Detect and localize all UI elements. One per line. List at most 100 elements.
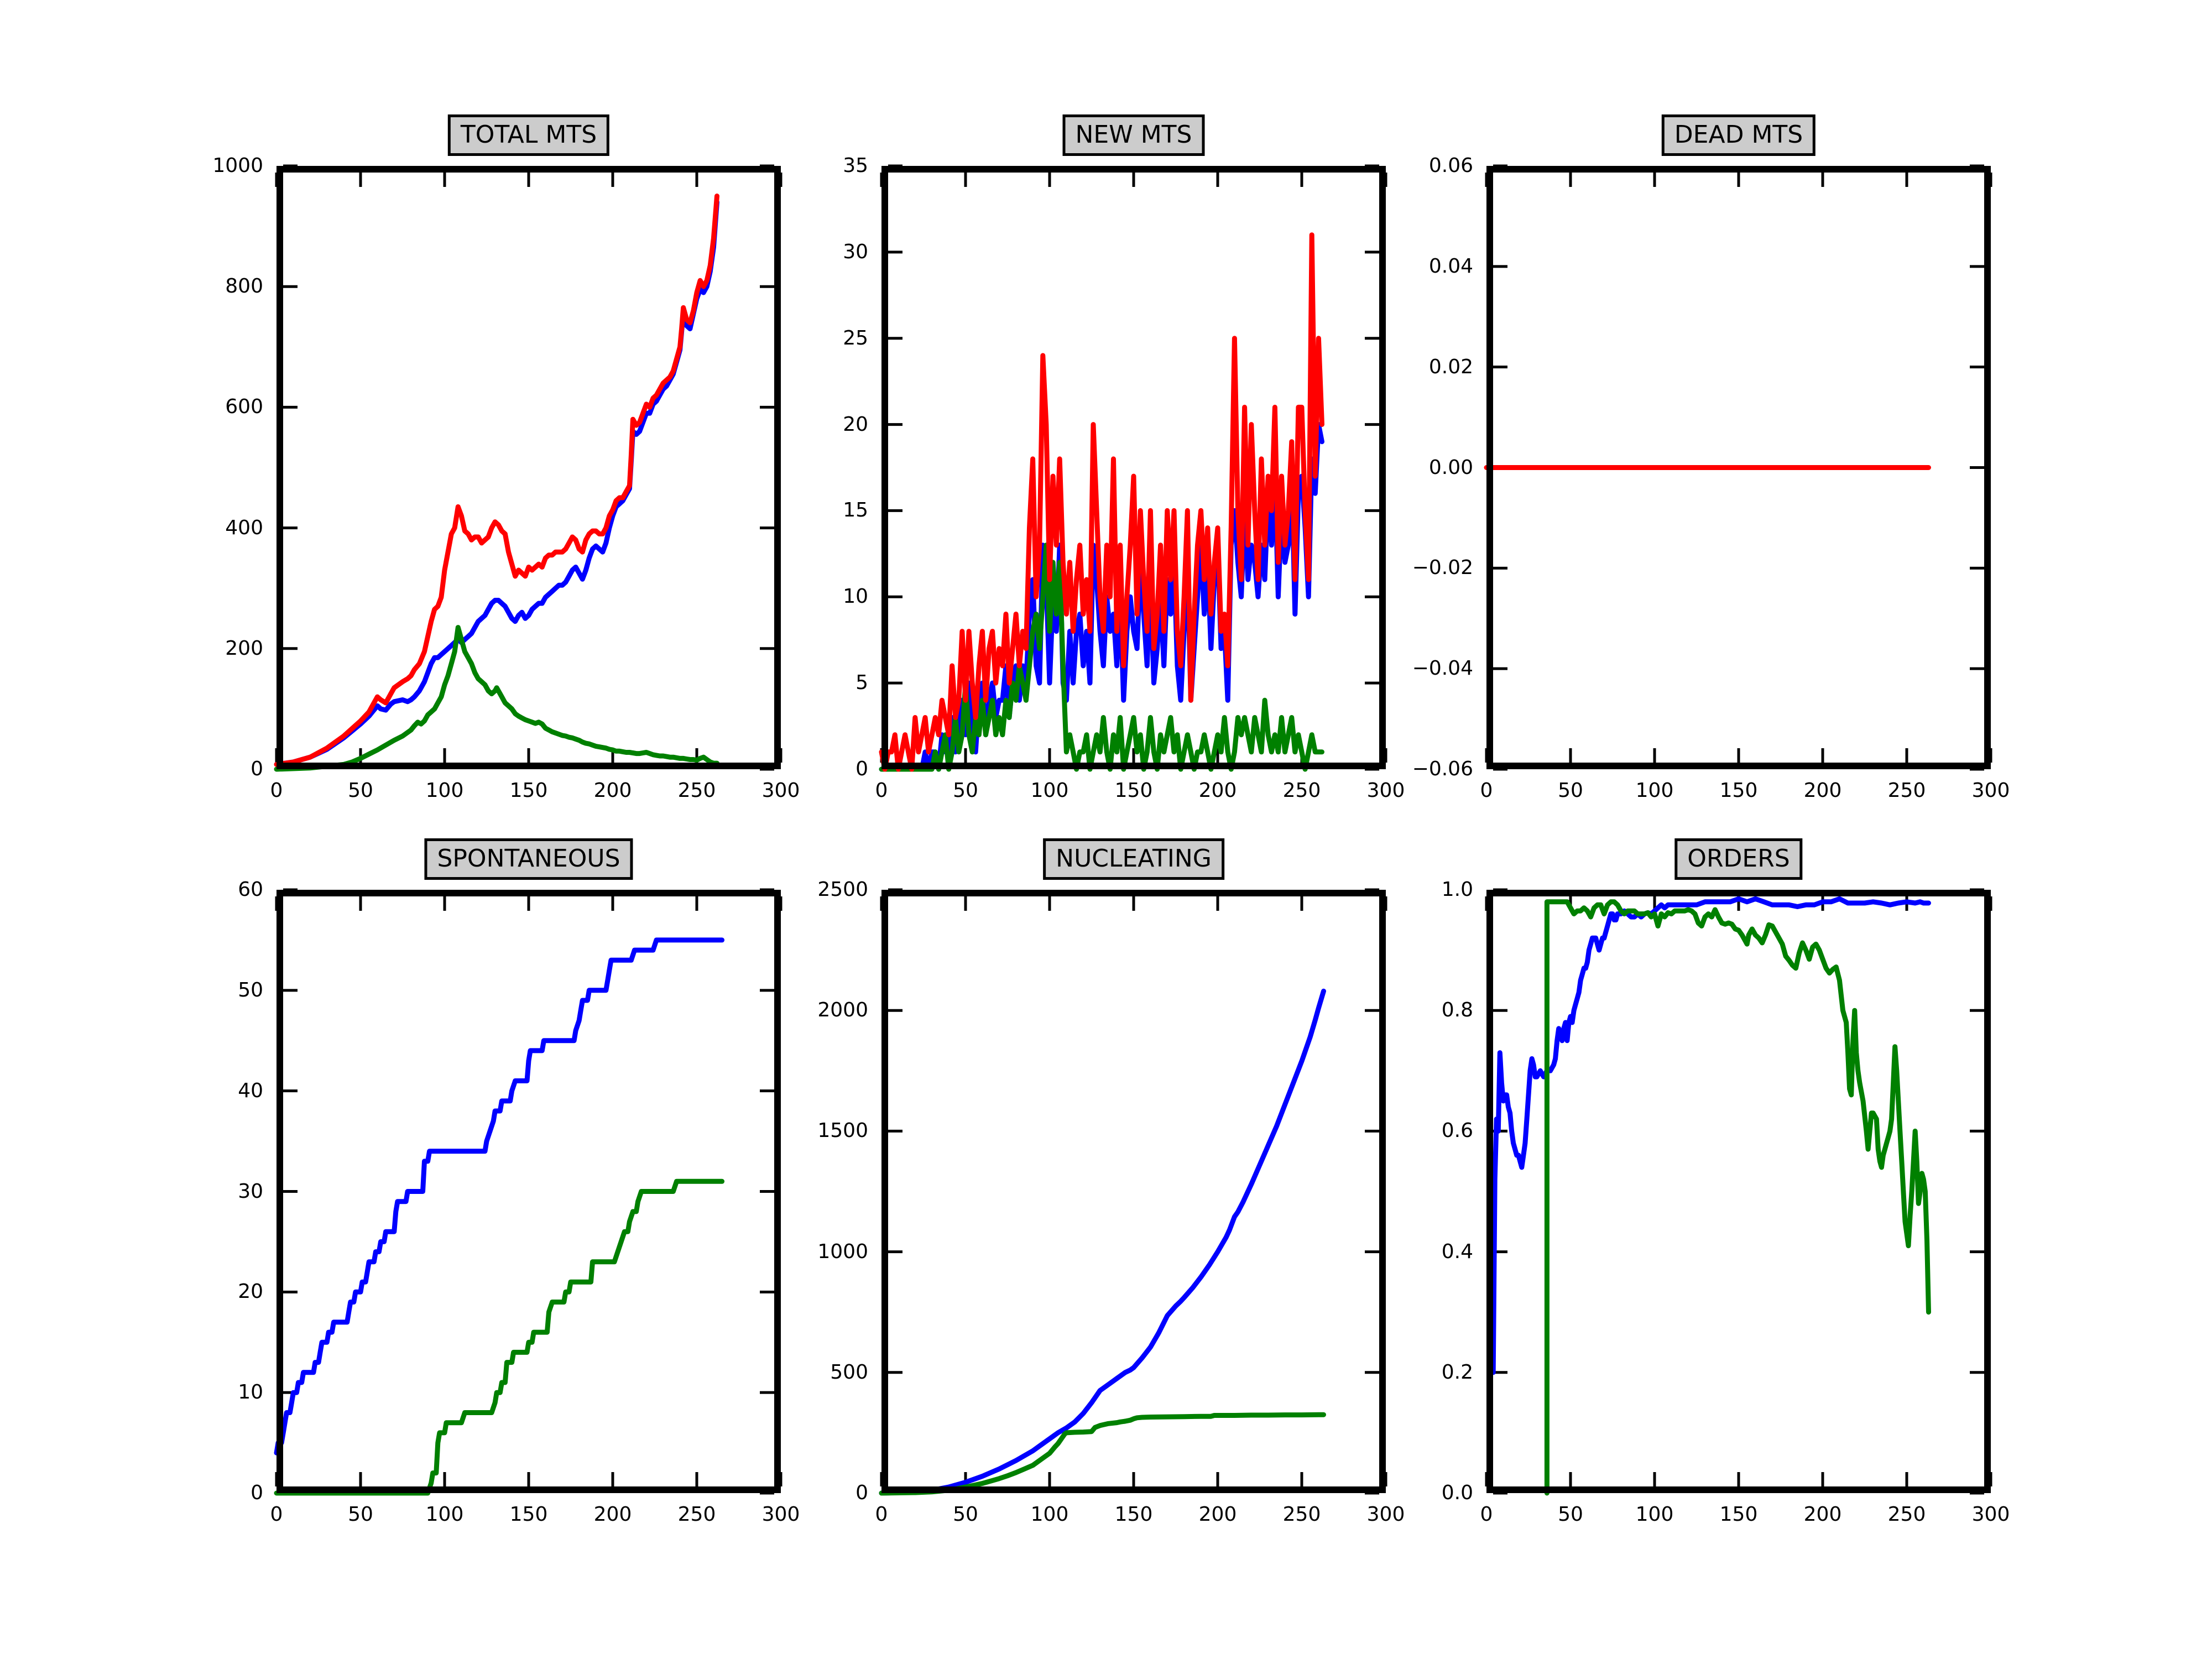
x-tick-label: 100	[1030, 779, 1069, 802]
x-tick-label: 0	[270, 1503, 283, 1526]
y-tick-label: 0.00	[1428, 456, 1473, 479]
x-tick-label: 300	[1366, 779, 1405, 802]
x-tick-label: 300	[761, 1503, 800, 1526]
y-tick-label: 2500	[817, 878, 868, 901]
x-tick-label: 100	[1030, 1503, 1069, 1526]
y-tick-label: −0.06	[1412, 758, 1473, 780]
y-tick-label: 50	[238, 978, 263, 1001]
y-tick-label: 0.0	[1441, 1481, 1473, 1504]
x-tick-label: 0	[1480, 1503, 1493, 1526]
x-tick-label: 200	[1803, 779, 1842, 802]
y-tick-label: 0.4	[1441, 1240, 1473, 1263]
series-line-red	[274, 194, 719, 767]
y-tick-label: 5	[855, 671, 868, 695]
y-tick-label: 0.8	[1441, 999, 1473, 1022]
y-tick-label: 400	[225, 516, 263, 539]
series-line-blue	[274, 200, 719, 767]
x-tick-label: 150	[1114, 779, 1153, 802]
y-tick-label: 35	[843, 154, 868, 177]
y-tick-label: 40	[238, 1079, 263, 1102]
x-tick-label: 50	[953, 779, 978, 802]
x-tick-label: 50	[1558, 1503, 1583, 1526]
x-tick-label: 50	[1558, 779, 1583, 802]
series-line-green	[879, 542, 1324, 772]
series-line-green	[1544, 899, 1931, 1496]
x-tick-label: 150	[1114, 1503, 1153, 1526]
x-tick-label: 250	[1282, 779, 1321, 802]
y-tick-label: 0	[855, 1481, 868, 1504]
x-tick-label: 200	[1803, 1503, 1842, 1526]
x-tick-label: 50	[348, 779, 373, 802]
y-tick-label: 0.2	[1441, 1360, 1473, 1384]
y-tick-label: 500	[830, 1360, 868, 1384]
x-tick-label: 200	[593, 1503, 632, 1526]
x-tick-label: 150	[1719, 1503, 1758, 1526]
x-tick-label: 150	[509, 779, 548, 802]
series-line-green	[879, 1412, 1326, 1496]
y-tick-label: 15	[843, 499, 868, 522]
chart-orders: ORDERS 0 50 100 150 200 250 300 0.0 0.2 0.4 0.6 0.8…	[1442, 838, 2010, 1525]
y-tick-label: 0.04	[1428, 254, 1473, 278]
y-tick-label: 0.06	[1428, 154, 1473, 177]
y-tick-label: 0	[251, 1481, 263, 1504]
axes-frame	[881, 166, 1386, 769]
plot-area	[1484, 164, 1992, 771]
chart-title: SPONTANEOUS	[424, 838, 633, 880]
x-tick-label: 100	[425, 1503, 464, 1526]
y-tick-label: −0.04	[1412, 657, 1473, 680]
x-tick-label: 150	[509, 1503, 548, 1526]
plot-area	[274, 888, 782, 1496]
chart-title: NEW MTS	[1062, 114, 1205, 156]
chart-title: DEAD MTS	[1661, 114, 1816, 156]
y-tick-label: 20	[238, 1280, 263, 1303]
y-tick-label: 0	[251, 758, 263, 780]
x-tick-label: 250	[1887, 1503, 1926, 1526]
y-tick-label: 30	[843, 240, 868, 263]
y-tick-label: 1000	[817, 1240, 868, 1263]
x-tick-label: 300	[1971, 779, 2010, 802]
plot-area	[274, 164, 782, 772]
series-line-red	[879, 232, 1324, 772]
x-tick-label: 50	[953, 1503, 978, 1526]
y-tick-label: 10	[843, 585, 868, 608]
x-tick-label: 0	[1480, 779, 1493, 802]
x-tick-label: 100	[1635, 1503, 1674, 1526]
chart-title: ORDERS	[1674, 838, 1803, 880]
series-line-blue	[879, 988, 1326, 1496]
y-tick-label: −0.02	[1412, 556, 1473, 580]
chart-dead-mts: DEAD MTS 0 50 100 150 200 250 300 −0.06 −0.04 −0.…	[1412, 114, 2010, 801]
x-tick-label: 200	[1198, 779, 1237, 802]
y-tick-label: 800	[225, 275, 263, 298]
x-tick-label: 200	[593, 779, 632, 802]
y-tick-label: 0	[855, 758, 868, 780]
y-tick-label: 25	[843, 326, 868, 349]
chart-title: NUCLEATING	[1043, 838, 1224, 880]
y-tick-label: 10	[238, 1381, 263, 1404]
x-tick-label: 250	[1282, 1503, 1321, 1526]
chart-nucleating: NUCLEATING 0 50 100 150 200 250 300 0 500 1000 150…	[817, 838, 1405, 1525]
axes-frame	[1486, 166, 1991, 769]
y-tick-label: 200	[225, 637, 263, 660]
x-tick-label: 50	[348, 1503, 373, 1526]
x-tick-label: 300	[1971, 1503, 2010, 1526]
plot-area	[879, 888, 1387, 1496]
y-tick-label: 1500	[817, 1119, 868, 1142]
x-tick-label: 300	[1366, 1503, 1405, 1526]
chart-total-mts: TOTAL MTS 0 50 100 150 200 250 300 0 200 400 600 80…	[212, 114, 800, 801]
x-tick-label: 250	[1887, 779, 1926, 802]
y-tick-label: 0.02	[1428, 355, 1473, 378]
axes-frame	[881, 890, 1386, 1493]
y-tick-label: 1000	[212, 154, 263, 177]
chart-new-mts: NEW MTS 0 50 100 150 200 250 300 0 5 10 15 20 25 30 35	[843, 114, 1405, 801]
chart-spontaneous: SPONTANEOUS 0 50 100 150 200 250 300 0 10 20 30 40 5…	[238, 838, 800, 1525]
x-tick-label: 0	[875, 1503, 888, 1526]
series-line-blue	[274, 937, 725, 1455]
x-tick-label: 150	[1719, 779, 1758, 802]
axes-frame	[276, 166, 781, 769]
y-tick-label: 60	[238, 878, 263, 901]
x-tick-label: 100	[1635, 779, 1674, 802]
x-tick-label: 200	[1198, 1503, 1237, 1526]
x-tick-label: 0	[875, 779, 888, 802]
x-tick-label: 100	[425, 779, 464, 802]
